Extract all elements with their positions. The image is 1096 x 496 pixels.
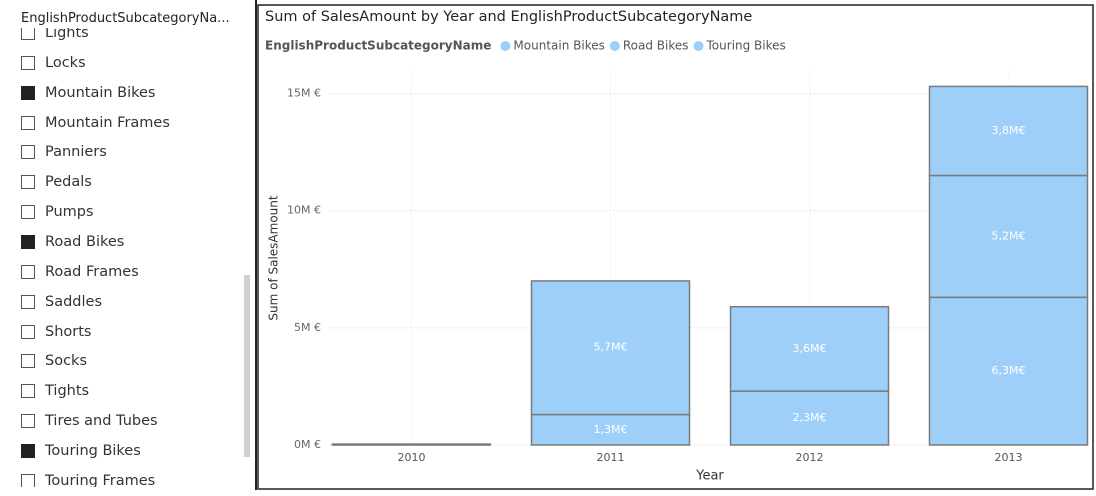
bar-segment: [928, 85, 1089, 177]
chart-frame: [257, 4, 1094, 490]
slicer-item-label: Lights: [45, 28, 89, 41]
checkbox[interactable]: [21, 234, 35, 249]
checkbox[interactable]: [21, 354, 35, 369]
bar-segment: [928, 296, 1089, 446]
slicer-item-label: Locks: [45, 54, 86, 71]
slicer-item-label: Socks: [45, 353, 87, 370]
slicer-item-label: Pedals: [45, 174, 92, 191]
slicer-item[interactable]: Panniers: [21, 141, 107, 163]
y-tick-label: 10M €: [287, 204, 321, 217]
slicer-item[interactable]: Touring Frames: [21, 470, 155, 487]
checkbox[interactable]: [21, 414, 35, 429]
checkbox[interactable]: [21, 175, 35, 190]
slicer-item[interactable]: Saddles: [21, 291, 102, 313]
slicer-list: Lights Locks Mountain Bikes Mountain Frames…: [0, 28, 244, 487]
legend-marker: [500, 41, 511, 51]
slicer-item-label: Road Frames: [45, 263, 139, 280]
slicer-item-label: Tights: [45, 383, 90, 400]
checkbox[interactable]: [21, 294, 35, 309]
data-label: 6,3M€: [992, 364, 1026, 377]
slicer-item-label: Mountain Bikes: [45, 84, 156, 101]
slicer-item-label: Touring Bikes: [45, 442, 141, 459]
checkbox[interactable]: [21, 473, 35, 487]
slicer-item-label: Saddles: [45, 293, 103, 310]
x-tick-label: 2013: [995, 451, 1023, 464]
legend-marker: [693, 41, 704, 51]
y-tick-label: 5M €: [294, 321, 321, 334]
slicer-item[interactable]: Road Frames: [21, 261, 139, 283]
checkbox[interactable]: [21, 443, 35, 458]
slicer-item-label: Pumps: [45, 204, 94, 221]
y-tick-label: 15M €: [287, 86, 321, 99]
y-axis-title: Sum of SalesAmount: [267, 195, 281, 320]
checkbox[interactable]: [21, 115, 35, 130]
legend-marker: [609, 41, 620, 51]
slicer-item-label: Touring Frames: [45, 472, 156, 487]
slicer-item[interactable]: Mountain Bikes: [21, 82, 156, 104]
x-tick-label: 2011: [597, 451, 625, 464]
bar-segment: [729, 305, 890, 392]
bar-segment: [530, 413, 691, 446]
checkbox[interactable]: [21, 85, 35, 100]
bar-segment: [331, 443, 492, 446]
slicer-item[interactable]: Pedals: [21, 171, 92, 193]
slicer-title: EnglishProductSubcategoryNa...: [21, 11, 230, 26]
slicer-item[interactable]: Lights: [21, 28, 89, 44]
slicer-item-label: Panniers: [45, 144, 107, 161]
slicer-item[interactable]: Tires and Tubes: [21, 410, 158, 432]
bar-segment: [928, 174, 1089, 299]
bar-segment: [530, 280, 691, 416]
slicer-item[interactable]: Touring Bikes: [21, 440, 141, 462]
slicer-item[interactable]: Shorts: [21, 321, 91, 343]
data-label: 3,6M€: [793, 342, 827, 355]
y-tick-label: 0M €: [294, 438, 321, 451]
legend-label: Mountain Bikes: [513, 39, 604, 53]
checkbox[interactable]: [21, 264, 35, 279]
slicer-item-label: Mountain Frames: [45, 114, 170, 131]
checkbox[interactable]: [21, 145, 35, 160]
slicer-item-label: Tires and Tubes: [45, 413, 158, 430]
slicer-item[interactable]: Tights: [21, 380, 89, 402]
slicer-item-label: Shorts: [45, 323, 92, 340]
scrollbar[interactable]: [244, 275, 250, 457]
x-tick-label: 2010: [398, 451, 426, 464]
chart-title: Sum of SalesAmount by Year and EnglishPr…: [265, 9, 752, 25]
checkbox[interactable]: [21, 55, 35, 70]
x-axis-title: Year: [695, 469, 724, 484]
legend-label: Road Bikes: [623, 39, 689, 53]
data-label: 3,8M€: [992, 124, 1026, 137]
x-tick-label: 2012: [796, 451, 824, 464]
slicer-item-label: Road Bikes: [45, 233, 125, 250]
slicer: EnglishProductSubcategoryNa... Lights Loc…: [0, 0, 257, 490]
legend-label: Touring Bikes: [706, 39, 786, 53]
data-label: 5,7M€: [594, 341, 628, 354]
checkbox[interactable]: [21, 324, 35, 339]
slicer-item[interactable]: Socks: [21, 350, 87, 372]
checkbox[interactable]: [21, 205, 35, 220]
checkbox[interactable]: [21, 384, 35, 399]
slicer-item[interactable]: Locks: [21, 52, 86, 74]
data-label: 5,2M€: [992, 229, 1026, 242]
legend-title: EnglishProductSubcategoryName: [265, 39, 491, 53]
slicer-item[interactable]: Mountain Frames: [21, 112, 170, 134]
data-label: 1,3M€: [594, 423, 628, 436]
checkbox[interactable]: [21, 28, 35, 40]
slicer-item[interactable]: Road Bikes: [21, 231, 124, 253]
slicer-item[interactable]: Pumps: [21, 201, 94, 223]
data-label: 2,3M€: [793, 411, 827, 424]
